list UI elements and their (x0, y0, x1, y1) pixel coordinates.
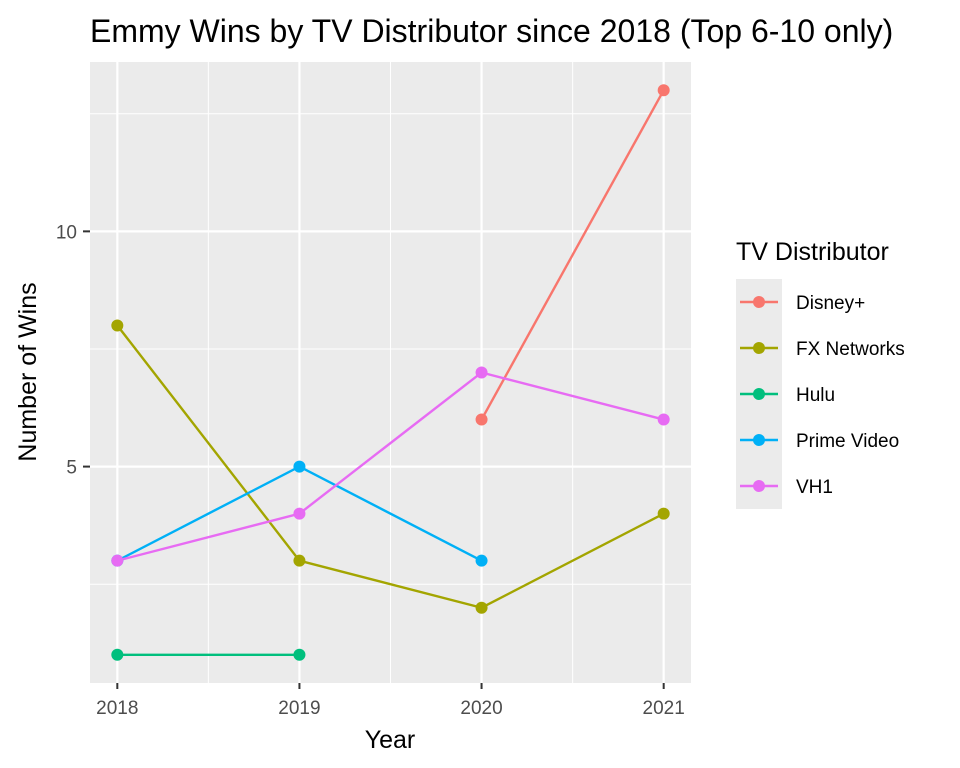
series-line (480, 89, 665, 421)
x-tick-label: 2021 (643, 698, 685, 719)
legend-key-point (753, 388, 765, 400)
y-axis-title: Number of Wins (14, 282, 42, 461)
x-axis-title: Year (365, 726, 416, 754)
y-axis: 5 10 (56, 222, 90, 479)
series-lines (116, 89, 665, 656)
legend-key-point (753, 434, 765, 446)
data-point (657, 413, 670, 426)
legend-label: VH1 (796, 477, 833, 498)
data-point (657, 507, 670, 520)
data-point (293, 554, 306, 567)
data-point (475, 601, 488, 614)
legend-items: Disney+ FX Networks Hulu Prime Video VH1 (736, 279, 905, 509)
legend-label: Prime Video (796, 431, 899, 452)
x-tick-label: 2019 (278, 698, 320, 719)
data-point (293, 648, 306, 661)
data-point (111, 319, 124, 332)
x-tick-label: 2020 (460, 698, 502, 719)
major-gridlines (90, 62, 691, 683)
y-tick-label: 5 (66, 458, 77, 479)
series-points (111, 84, 670, 661)
legend: TV Distributor Disney+ FX Networks Hulu Pri… (736, 238, 905, 509)
data-point (111, 648, 124, 661)
legend-label: Hulu (796, 385, 835, 406)
data-point (475, 366, 488, 379)
legend-label: FX Networks (796, 339, 905, 360)
legend-key-point (753, 342, 765, 354)
x-axis: 2018 2019 2020 2021 (96, 683, 685, 719)
data-point (111, 554, 124, 567)
legend-title: TV Distributor (736, 238, 889, 266)
y-tick-label: 10 (56, 222, 77, 243)
series-line (116, 324, 665, 610)
data-point (293, 507, 306, 520)
data-point (475, 554, 488, 567)
legend-key-point (753, 296, 765, 308)
legend-label: Disney+ (796, 293, 865, 314)
series-line (117, 371, 664, 562)
chart-title: Emmy Wins by TV Distributor since 2018 (… (90, 13, 893, 49)
legend-key-point (753, 480, 765, 492)
x-tick-label: 2018 (96, 698, 138, 719)
data-point (293, 460, 306, 473)
data-point (657, 84, 670, 97)
data-point (475, 413, 488, 426)
